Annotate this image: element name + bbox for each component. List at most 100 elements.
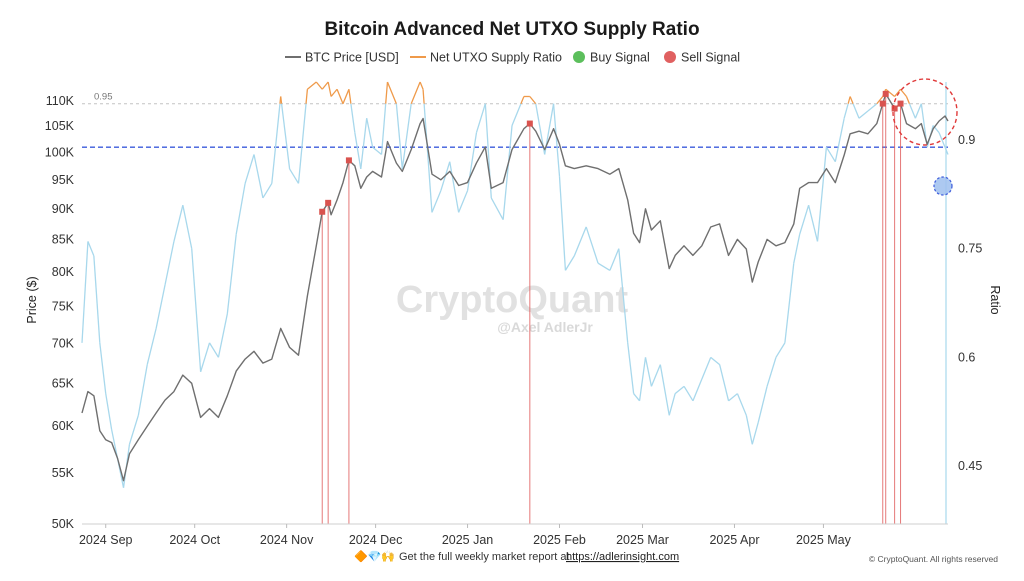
ratio-segment [419, 81, 424, 90]
ratio-segment [449, 161, 460, 213]
y-left-tick-label: 75K [52, 300, 75, 314]
ratio-segment [87, 241, 95, 257]
ratio-segment [280, 96, 283, 104]
ratio-segment [423, 103, 433, 213]
legend-sell-dot [664, 51, 676, 63]
ratio-series [81, 81, 949, 488]
sell-signal-marker [526, 120, 533, 127]
y-right-tick-label: 0.9 [958, 133, 975, 147]
ratio-segment [99, 342, 107, 394]
x-tick-label: 2025 Apr [709, 533, 759, 547]
ratio-segment [529, 96, 537, 105]
x-tick-label: 2025 Mar [616, 533, 669, 547]
ratio-segment [908, 103, 916, 119]
ratio-segment [244, 154, 255, 184]
ratio-segment [701, 357, 712, 380]
ratio-segment [650, 364, 661, 387]
ratio-segment [638, 357, 647, 401]
ratio-segment [585, 226, 599, 264]
ratio-segment [564, 255, 575, 271]
ratio-segment [573, 226, 587, 257]
ratio-segment [380, 103, 387, 155]
threshold-label: 0.95 [94, 92, 113, 103]
ratio-segment [271, 103, 281, 184]
ratio-segment [597, 262, 611, 271]
ratio-segment [262, 183, 273, 199]
ratio-segment [490, 197, 504, 220]
ratio-segment [235, 183, 246, 235]
watermark-author: @Axel AdlerJr [497, 319, 593, 335]
footer-link[interactable]: https://adlerinsight.com [566, 551, 679, 563]
ratio-segment [502, 125, 513, 220]
y-left-tick-label: 105K [45, 119, 75, 133]
legend-ratio-label: Net UTXO Supply Ratio [430, 51, 562, 65]
y-left-tick-label: 95K [52, 173, 75, 187]
ratio-segment [191, 248, 202, 372]
ratio-segment [784, 263, 795, 343]
y-right-tick-label: 0.75 [958, 242, 982, 256]
ratio-segment [372, 146, 382, 155]
ratio-segment [354, 132, 362, 170]
watermark-logo: CryptoQuant [396, 279, 629, 321]
ratio-segment [280, 103, 291, 170]
y-left-tick-label: 50K [52, 517, 75, 531]
ratio-segment [692, 378, 703, 402]
ratio-segment [226, 234, 237, 314]
ratio-segment [558, 176, 567, 271]
footer-emoji: 🔶💎🙌 [354, 550, 395, 563]
ratio-segment [385, 81, 389, 104]
legend-sell-label: Sell Signal [681, 51, 740, 65]
price-series [81, 93, 949, 482]
x-tick-label: 2025 Jan [442, 533, 493, 547]
y-left-tick-label: 60K [52, 419, 75, 433]
ratio-segment [431, 190, 442, 213]
ratio-segment [336, 88, 344, 104]
highlight-circle-sell [892, 78, 958, 146]
ratio-segment [93, 255, 101, 343]
signal-vertical-lines [321, 93, 902, 524]
ratio-segment [350, 103, 356, 133]
x-tick-label: 2025 Feb [533, 533, 586, 547]
ratio-segment [137, 364, 148, 416]
chart-title: Bitcoin Advanced Net UTXO Supply Ratio [324, 19, 699, 40]
legend-price-label: BTC Price [USD] [305, 51, 399, 65]
ratio-segment [799, 204, 810, 235]
y-left-tick-label: 85K [52, 232, 75, 246]
ratio-segment [683, 385, 694, 402]
ratio-segment [668, 393, 676, 416]
ratio-segment [905, 96, 911, 104]
y-left-tick-label: 55K [52, 466, 75, 480]
ratio-segment [327, 81, 332, 97]
ratio-segment [938, 132, 946, 148]
x-tick-label: 2024 Oct [169, 533, 220, 547]
ratio-segment [81, 241, 89, 343]
ratio-segment [894, 88, 902, 97]
ratio-segment [146, 328, 157, 365]
y-right-tick-label: 0.45 [958, 459, 982, 473]
y-right-tick-label: 0.6 [958, 350, 975, 364]
legend-buy-dot [573, 51, 585, 63]
ratio-segment [315, 81, 323, 90]
ratio-segment [719, 364, 730, 401]
ratio-segment [200, 342, 211, 373]
ratio-segment [386, 81, 397, 104]
y-right-axis-title: Ratio [988, 285, 1002, 314]
ratio-segment [867, 103, 878, 112]
x-tick-label: 2024 Dec [349, 533, 403, 547]
copyright-text: © CryptoQuant. All rights reserved [869, 554, 998, 564]
ratio-segment [807, 205, 819, 242]
y-left-tick-label: 70K [52, 337, 75, 351]
ratio-segment [217, 313, 228, 358]
sell-signal-marker [891, 105, 898, 112]
y-left-tick-label: 110K [46, 94, 75, 108]
sell-signal-marker [325, 199, 332, 206]
ratio-segment [825, 146, 836, 163]
legend: BTC Price [USD] Net UTXO Supply Ratio Bu… [285, 51, 740, 65]
ratio-segment [253, 154, 264, 199]
y-left-tick-label: 90K [52, 202, 75, 216]
ratio-segment [736, 393, 747, 416]
ratio-segment [659, 364, 670, 416]
sell-signal-marker [879, 100, 886, 107]
ratio-segment [843, 103, 849, 119]
axes: 50K 55K 60K 65K 70K 75K 80K 85K 90K 95K 100K 105K 11… [45, 94, 983, 547]
